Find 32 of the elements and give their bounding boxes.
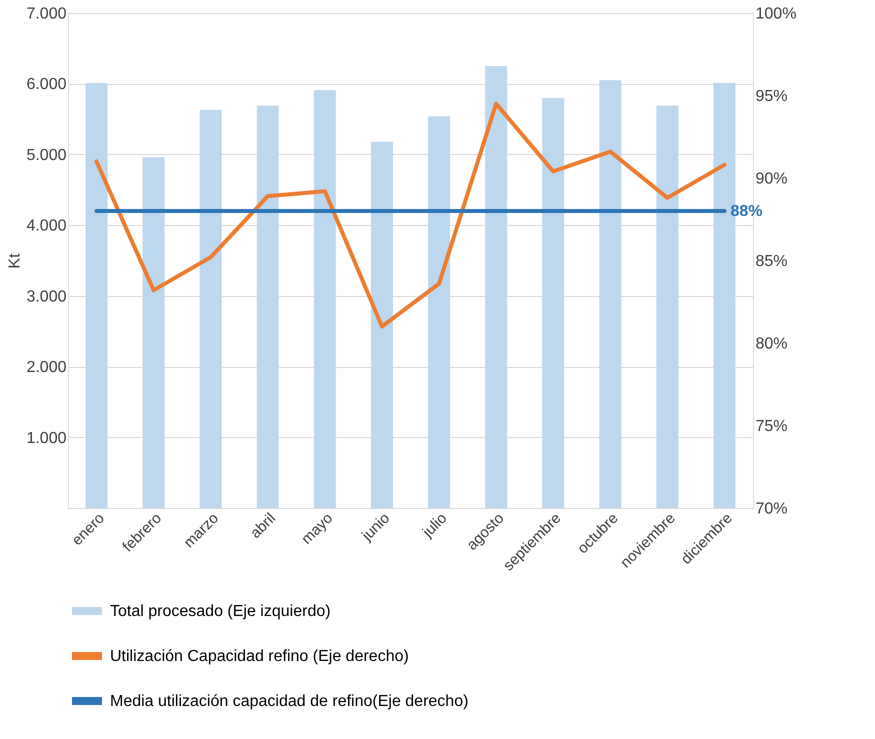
x-tick-label: julio [418, 510, 450, 542]
bar [599, 80, 622, 508]
bar [142, 157, 165, 508]
y2-tick-label: 95% [756, 88, 788, 105]
legend-label: Utilización Capacidad refino (Eje derecho) [110, 648, 409, 665]
bar [370, 142, 393, 508]
annotation: 88% [730, 203, 762, 220]
y-tick-label: 4.000 [26, 218, 67, 235]
y2-tick-label: 90% [756, 170, 788, 188]
y2-tick-label: 70% [756, 500, 788, 518]
bar [656, 106, 678, 508]
y-tick-label: 7.000 [26, 6, 67, 22]
legend-label: Media utilización capacidad de refino(Eje derecho) [110, 693, 468, 710]
y-tick-label: 5.000 [26, 146, 67, 164]
bar [314, 90, 336, 508]
bar [485, 66, 508, 508]
y-tick-label: 2.000 [26, 359, 67, 376]
y-tick-label: 6.000 [26, 76, 67, 94]
bar [200, 110, 222, 508]
y-tick-label: 1.000 [26, 430, 67, 447]
bar [86, 83, 108, 508]
y2-tick-label: 80% [756, 336, 788, 352]
bar [542, 98, 564, 508]
y-axis-title: Kt [6, 252, 24, 269]
y2-tick-label: 85% [756, 253, 788, 270]
y2-tick-label: 100% [756, 6, 796, 22]
y-tick-label: 3.000 [26, 288, 67, 306]
y2-tick-label: 75% [756, 418, 788, 435]
bar [256, 106, 279, 508]
line-series [94, 102, 726, 328]
legend-label: Total procesado (Eje izquierdo) [110, 603, 331, 620]
bar [428, 116, 450, 508]
